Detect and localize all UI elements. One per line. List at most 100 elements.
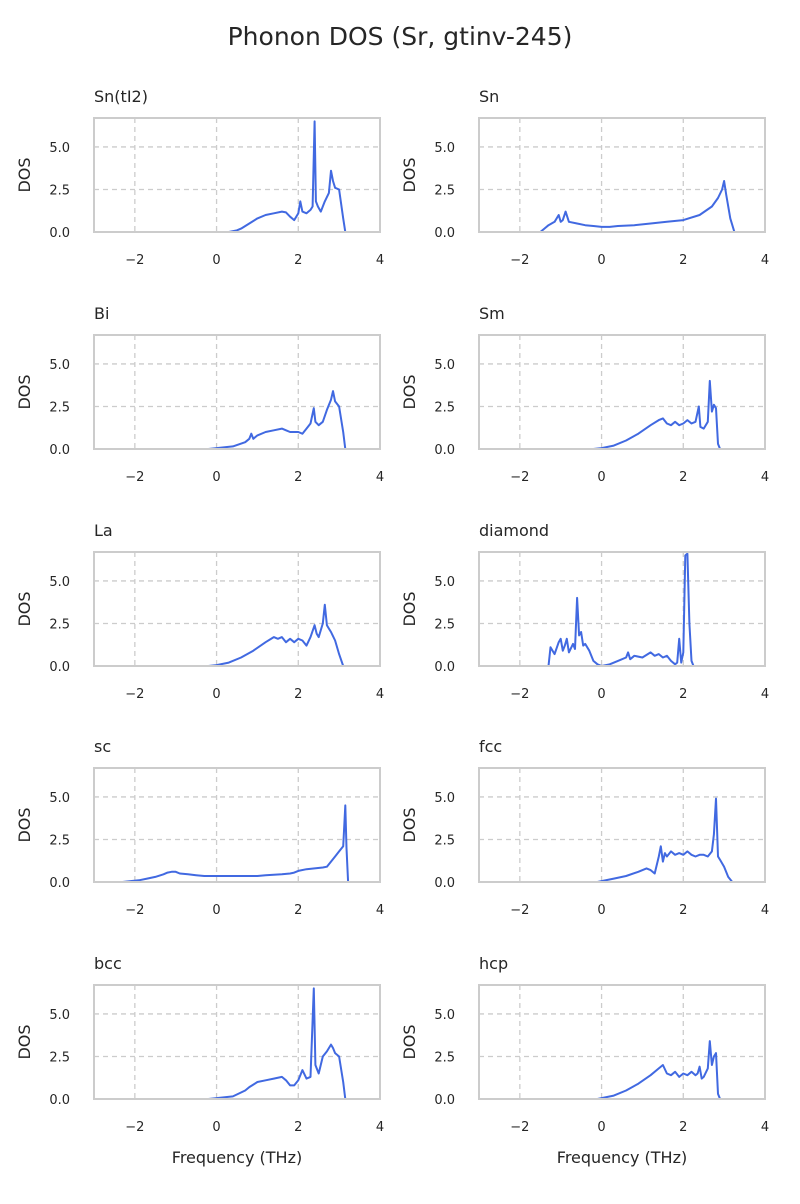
y-tick-label: 2.5: [49, 617, 70, 632]
y-tick-label: 5.0: [434, 358, 455, 373]
panel-title: fcc: [479, 737, 502, 756]
x-tick-label: 2: [679, 253, 687, 268]
y-tick-label: 0.0: [49, 660, 70, 675]
plot-frame: [93, 117, 381, 233]
y-tick-label: 2.5: [434, 183, 455, 198]
panel-title: Sn: [479, 87, 499, 106]
y-axis-label: DOS: [400, 807, 419, 842]
dos-line: [560, 1040, 725, 1099]
dos-line: [175, 120, 352, 232]
x-tick-label: 4: [376, 903, 384, 918]
dos-line: [122, 804, 356, 882]
dos-line: [560, 797, 734, 882]
plot-frame: [93, 984, 381, 1100]
panel-5: La −2 0 2 4 0.0 2.5 5.0 DOS: [15, 521, 384, 702]
y-tick-label: 5.0: [49, 141, 70, 156]
x-tick-label: 4: [761, 253, 769, 268]
panel-7: sc −2 0 2 4 0.0 2.5 5.0 DOS: [15, 737, 384, 918]
y-axis-label: DOS: [15, 157, 34, 192]
panel-title: sc: [94, 737, 111, 756]
panel-6: diamond −2 0 2 4 0.0 2.5 5.0 DOS: [400, 521, 769, 702]
y-axis-label: DOS: [15, 374, 34, 409]
x-tick-label: −2: [125, 687, 144, 702]
y-tick-label: 0.0: [434, 443, 455, 458]
x-tick-label: 0: [597, 687, 605, 702]
panel-title: bcc: [94, 954, 122, 973]
x-tick-label: 4: [376, 253, 384, 268]
x-tick-label: 4: [376, 470, 384, 485]
y-tick-label: 2.5: [434, 833, 455, 848]
x-tick-label: −2: [510, 253, 529, 268]
panel-title: Sm: [479, 304, 505, 323]
y-tick-label: 2.5: [434, 400, 455, 415]
plot-frame: [93, 334, 381, 450]
x-tick-label: −2: [510, 1120, 529, 1135]
x-tick-label: 0: [212, 253, 220, 268]
dos-line: [560, 379, 725, 449]
y-tick-label: 5.0: [434, 791, 455, 806]
y-tick-label: 2.5: [49, 833, 70, 848]
y-tick-label: 5.0: [434, 1008, 455, 1023]
plot-frame: [478, 551, 766, 667]
x-tick-label: 0: [212, 903, 220, 918]
x-tick-label: 2: [679, 470, 687, 485]
y-tick-label: 2.5: [49, 1050, 70, 1065]
x-tick-label: 2: [294, 470, 302, 485]
x-tick-label: 2: [679, 687, 687, 702]
x-tick-label: 2: [294, 687, 302, 702]
x-tick-label: 0: [597, 470, 605, 485]
x-tick-label: 0: [597, 253, 605, 268]
x-tick-label: 4: [761, 470, 769, 485]
panel-1: Sn(tI2) −2 0 2 4 0.0 2.5 5.0 DOS: [15, 87, 384, 268]
y-tick-label: 5.0: [49, 791, 70, 806]
panel-9: bcc −2 0 2 4 0.0 2.5 5.0 DOS Frequency (THz): [15, 954, 384, 1167]
y-tick-label: 2.5: [434, 1050, 455, 1065]
x-tick-label: 4: [376, 1120, 384, 1135]
y-axis-label: DOS: [15, 1024, 34, 1059]
x-tick-label: 4: [761, 687, 769, 702]
dos-line: [539, 180, 741, 232]
x-tick-label: 0: [212, 470, 220, 485]
x-tick-label: 2: [294, 1120, 302, 1135]
y-tick-label: 5.0: [434, 141, 455, 156]
plot-frame: [478, 984, 766, 1100]
y-tick-label: 0.0: [49, 876, 70, 891]
y-tick-label: 5.0: [49, 358, 70, 373]
x-tick-label: 4: [761, 1120, 769, 1135]
x-tick-label: 0: [597, 1120, 605, 1135]
figure-title: Phonon DOS (Sr, gtinv-245): [228, 22, 573, 51]
y-axis-label: DOS: [400, 157, 419, 192]
y-tick-label: 0.0: [49, 226, 70, 241]
y-tick-label: 0.0: [434, 226, 455, 241]
y-tick-label: 0.0: [49, 1093, 70, 1108]
plot-frame: [93, 551, 381, 667]
y-tick-label: 2.5: [49, 183, 70, 198]
dos-line: [175, 987, 352, 1099]
y-axis-label: DOS: [400, 374, 419, 409]
x-tick-label: 0: [212, 687, 220, 702]
plot-frame: [478, 334, 766, 450]
x-tick-label: 4: [761, 903, 769, 918]
panel-title: Bi: [94, 304, 109, 323]
y-axis-label: DOS: [15, 807, 34, 842]
x-axis-label: Frequency (THz): [557, 1148, 687, 1167]
x-tick-label: 4: [376, 687, 384, 702]
panel-4: Sm −2 0 2 4 0.0 2.5 5.0 DOS: [400, 304, 769, 485]
dos-line: [540, 552, 708, 666]
x-tick-label: 2: [294, 253, 302, 268]
y-axis-label: DOS: [15, 591, 34, 626]
x-tick-label: −2: [125, 903, 144, 918]
x-axis-label: Frequency (THz): [172, 1148, 302, 1167]
dos-line: [175, 603, 352, 666]
y-tick-label: 5.0: [49, 1008, 70, 1023]
plot-frame: [478, 767, 766, 883]
x-tick-label: −2: [510, 903, 529, 918]
y-tick-label: 5.0: [49, 575, 70, 590]
y-tick-label: 2.5: [434, 617, 455, 632]
panel-title: La: [94, 521, 113, 540]
panel-title: diamond: [479, 521, 549, 540]
x-tick-label: 0: [597, 903, 605, 918]
panel-8: fcc −2 0 2 4 0.0 2.5 5.0 DOS: [400, 737, 769, 918]
y-axis-label: DOS: [400, 1024, 419, 1059]
